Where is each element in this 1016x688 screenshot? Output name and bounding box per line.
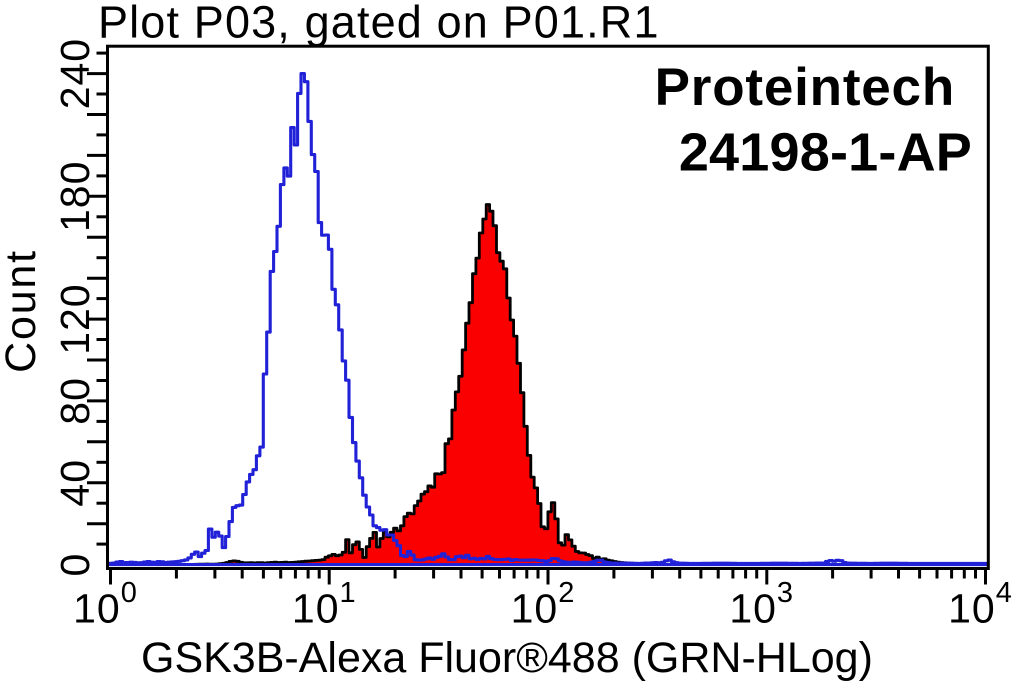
svg-text:Proteintech: Proteintech	[655, 58, 955, 117]
svg-text:104: 104	[948, 577, 1012, 632]
svg-text:GSK3B-Alexa Fluor®488 (GRN-HLo: GSK3B-Alexa Fluor®488 (GRN-HLog)	[141, 634, 873, 682]
svg-text:Count: Count	[0, 249, 45, 373]
svg-text:Plot P03, gated on P01.R1: Plot P03, gated on P01.R1	[98, 0, 660, 48]
svg-text:180: 180	[52, 161, 98, 232]
svg-text:0: 0	[52, 553, 98, 577]
svg-text:240: 240	[52, 38, 98, 109]
svg-text:120: 120	[52, 283, 98, 354]
svg-text:40: 40	[52, 459, 98, 507]
svg-text:80: 80	[52, 377, 98, 425]
svg-text:24198-1-AP: 24198-1-AP	[679, 123, 972, 183]
